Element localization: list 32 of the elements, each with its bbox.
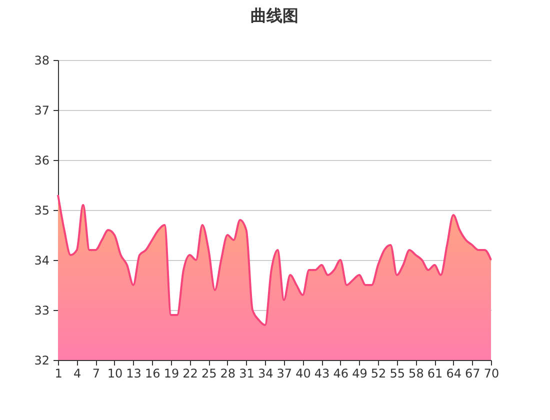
x-tick-label: 28: [220, 366, 236, 380]
x-tick-label: 49: [352, 366, 368, 380]
x-tick-label: 34: [258, 366, 274, 380]
x-tick-label: 10: [107, 366, 123, 380]
x-tick-label: 7: [92, 366, 100, 380]
x-tick-label: 13: [126, 366, 142, 380]
x-tick-label: 31: [239, 366, 254, 380]
x-tick-label: 22: [182, 366, 198, 380]
y-tick-label: 38: [34, 54, 50, 68]
y-tick-label: 35: [34, 204, 50, 218]
x-tick-label: 4: [74, 366, 82, 380]
x-tick-label: 46: [333, 366, 349, 380]
x-tick-label: 40: [296, 366, 311, 380]
x-tick-label: 61: [427, 366, 443, 380]
y-tick-label: 37: [34, 104, 50, 118]
chart-title: 曲线图: [250, 6, 298, 25]
y-tick-label: 34: [34, 254, 50, 268]
x-tick-label: 43: [314, 366, 330, 380]
x-tick-label: 25: [201, 366, 217, 380]
x-tick-label: 52: [370, 366, 386, 380]
x-tick-label: 55: [390, 366, 406, 380]
x-tick-label: 70: [484, 366, 500, 380]
y-tick-label: 36: [34, 154, 50, 168]
x-tick-label: 19: [164, 366, 180, 380]
x-tick-label: 16: [144, 366, 160, 380]
y-tick-label: 33: [34, 304, 50, 318]
y-tick-label: 32: [34, 354, 50, 368]
x-tick-label: 64: [446, 366, 462, 380]
x-tick-label: 1: [54, 366, 62, 380]
x-tick-label: 67: [465, 366, 480, 380]
x-tick-label: 37: [276, 366, 292, 380]
x-tick-label: 58: [408, 366, 424, 380]
